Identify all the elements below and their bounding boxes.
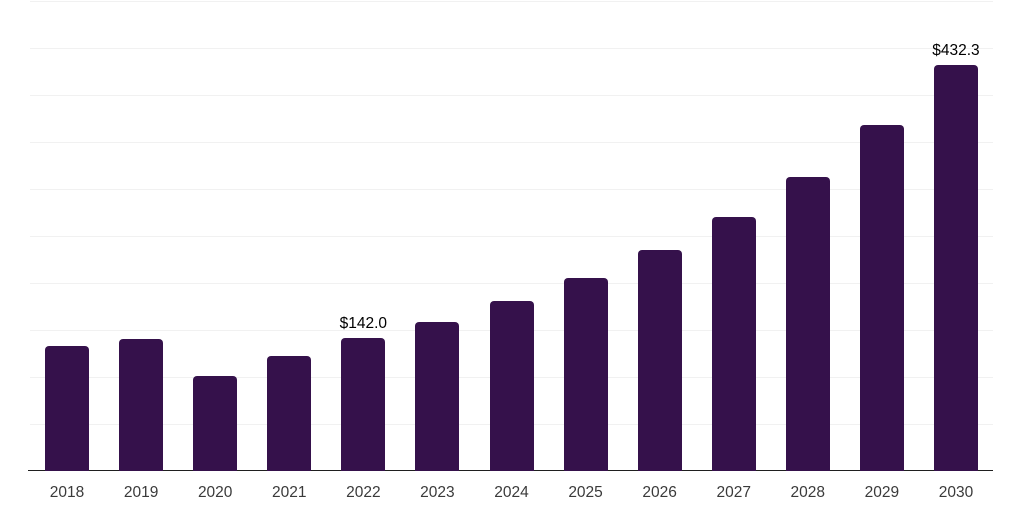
x-tick-label-2026: 2026 — [642, 484, 677, 501]
x-tick-label-2021: 2021 — [272, 484, 307, 501]
gridline — [30, 283, 993, 284]
x-tick-label-2027: 2027 — [716, 484, 751, 501]
gridline — [30, 236, 993, 237]
gridline — [30, 189, 993, 190]
x-tick-label-2025: 2025 — [568, 484, 603, 501]
x-tick-label-2029: 2029 — [864, 484, 900, 501]
gridline — [30, 142, 993, 143]
bar-2028 — [785, 176, 830, 471]
bar-2019 — [119, 339, 164, 471]
bar-2022 — [341, 337, 386, 471]
bar-2030 — [933, 64, 978, 471]
bar-2027 — [711, 217, 756, 471]
bar-2029 — [859, 125, 904, 471]
x-tick-label-2024: 2024 — [494, 484, 529, 501]
x-tick-label-2019: 2019 — [123, 484, 159, 501]
x-tick-label-2018: 2018 — [49, 484, 85, 501]
value-label-2030: $432.3 — [932, 41, 980, 59]
gridline — [30, 1, 993, 2]
gridline — [30, 95, 993, 96]
bar-2023 — [415, 321, 460, 471]
bar-2024 — [489, 300, 534, 471]
bar-2025 — [563, 278, 608, 471]
x-tick-label-2022: 2022 — [346, 484, 381, 501]
x-tick-label-2030: 2030 — [938, 484, 974, 501]
value-label-2022: $142.0 — [339, 314, 388, 332]
bar-2018 — [45, 345, 90, 471]
bar-2020 — [193, 376, 238, 471]
x-tick-label-2028: 2028 — [790, 484, 826, 501]
bar-2026 — [637, 250, 682, 471]
bar-2021 — [267, 356, 312, 471]
x-tick-label-2020: 2020 — [197, 484, 233, 501]
x-tick-label-2023: 2023 — [420, 484, 455, 501]
gridline — [30, 48, 993, 49]
